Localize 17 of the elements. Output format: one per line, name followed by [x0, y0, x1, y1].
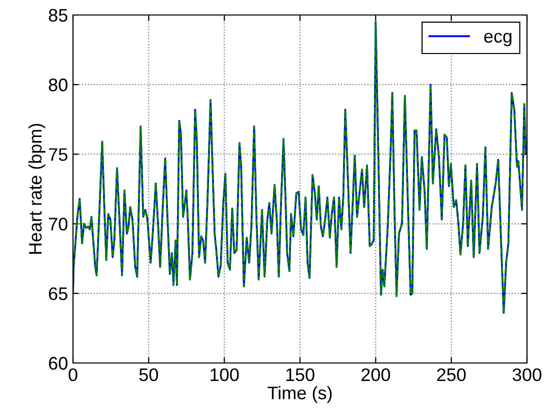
x-tick-label: 200: [362, 368, 390, 382]
y-tick-label: 75: [48, 148, 68, 161]
y-tick-label: 65: [48, 287, 68, 300]
y-axis-title: Heart rate (bpm): [28, 124, 46, 254]
x-axis-title: Time (s): [268, 386, 332, 403]
x-tick-label: 300: [512, 368, 542, 382]
line-series: [73, 21, 527, 314]
x-tick-label: 150: [286, 368, 314, 382]
x-tick-label: 50: [139, 368, 158, 382]
y-tick-label: 60: [48, 356, 68, 370]
y-tick-label: 85: [48, 8, 68, 22]
x-tick-label: 100: [210, 368, 239, 382]
legend-label: ecg: [484, 32, 512, 46]
x-tick-label: 250: [437, 368, 466, 382]
x-tick-label: 0: [68, 368, 78, 382]
y-tick-label: 70: [48, 218, 68, 231]
y-tick-label: 80: [48, 78, 68, 92]
